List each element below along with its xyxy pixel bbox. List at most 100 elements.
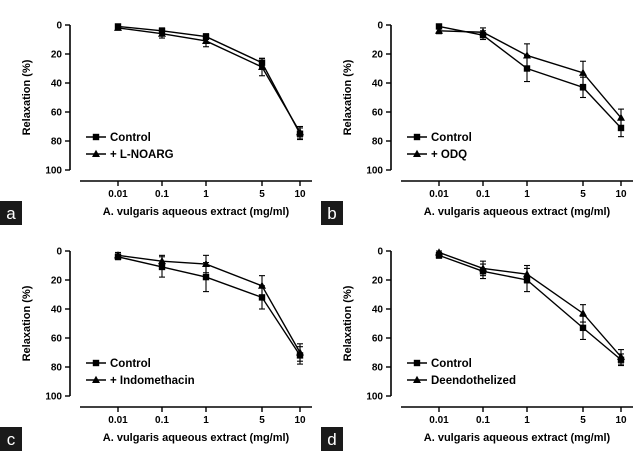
x-tick-label: 0.01 [429, 189, 449, 200]
y-tick-label: 40 [372, 305, 384, 316]
y-tick-label: 0 [377, 247, 383, 258]
x-tick-label: 5 [259, 415, 265, 426]
data-point-triangle [435, 26, 443, 34]
data-point-triangle [617, 113, 625, 121]
x-axis-title: A. vulgaris aqueous extract (mg/ml) [103, 206, 290, 218]
y-tick-label: 60 [51, 108, 63, 119]
series-control [435, 251, 625, 367]
data-point-triangle [435, 248, 443, 256]
y-axis-title: Relaxation (%) [21, 59, 33, 135]
data-point-square [523, 65, 531, 72]
y-tick-label: 80 [372, 363, 384, 374]
panel-letter-badge: d [321, 427, 343, 451]
x-tick-label: 1 [524, 415, 530, 426]
panel-letter: c [7, 430, 16, 449]
legend-item: Deendothelized [407, 375, 516, 387]
x-axis-title: A. vulgaris aqueous extract (mg/ml) [103, 432, 290, 444]
x-tick-label: 5 [580, 415, 586, 426]
legend-label: Deendothelized [431, 375, 516, 387]
x-tick-label: 0.1 [155, 189, 169, 200]
data-point-square [617, 124, 625, 132]
y-tick-label: 100 [366, 392, 383, 403]
data-point-triangle [296, 128, 304, 136]
y-tick-label: 0 [377, 21, 383, 32]
y-tick-label: 60 [372, 108, 384, 119]
series-line [117, 256, 301, 356]
chart-panel-c: 0 20 40 60 80 100 Relaxation (%) 0.01 0.1 1 5 10 A. … [0, 226, 321, 451]
series-treatment [114, 23, 304, 139]
data-point-triangle [258, 281, 266, 289]
y-tick-label: 60 [51, 334, 63, 345]
y-tick-label: 20 [372, 276, 384, 287]
y-tick-label: 80 [51, 363, 63, 374]
x-tick-label: 1 [524, 189, 530, 200]
y-tick-label: 100 [45, 392, 62, 403]
y-tick-label: 80 [372, 137, 384, 148]
x-tick-label: 0.1 [476, 415, 490, 426]
y-tick-label: 20 [51, 276, 63, 287]
y-axis-title: Relaxation (%) [21, 285, 33, 361]
data-point-triangle [258, 62, 266, 71]
data-point-triangle [579, 309, 587, 317]
data-point-triangle [523, 51, 531, 59]
data-point-triangle [202, 259, 210, 268]
panel-letter-box [321, 427, 343, 451]
panel-letter-badge: b [321, 201, 343, 225]
data-point-triangle [202, 36, 210, 44]
panel-letter-badge: c [0, 427, 22, 451]
panel-letter: b [327, 204, 336, 223]
y-axis-title: Relaxation (%) [342, 285, 354, 361]
legend-label: + ODQ [431, 149, 467, 161]
series-treatment [114, 251, 304, 362]
legend-marker-triangle [413, 149, 421, 157]
data-point-square [258, 294, 266, 301]
series-control [435, 23, 625, 138]
chart-panel-d: 0 20 40 60 80 100 Relaxation (%) 0.01 0.1 1 5 10 A. … [321, 226, 642, 451]
y-tick-label: 100 [366, 166, 383, 177]
legend-item: Control [407, 358, 472, 370]
series-line [438, 254, 622, 361]
legend-marker-triangle [92, 149, 100, 157]
data-point-triangle [158, 29, 166, 37]
y-tick-label: 20 [51, 50, 63, 61]
legend-marker-triangle [92, 375, 100, 383]
legend-label: Control [431, 358, 472, 370]
x-tick-label: 10 [294, 415, 306, 426]
y-tick-label: 0 [56, 247, 62, 258]
legend-item: Control [86, 132, 151, 144]
series-line [438, 25, 622, 129]
data-point-square [579, 324, 587, 332]
y-tick-label: 40 [372, 79, 384, 90]
legend-item: + L-NOARG [86, 149, 174, 161]
chart-svg-b: 0 20 40 60 80 100 Relaxation (%) 0.01 0.1 1 5 10 A. … [321, 21, 633, 225]
panel-letter-box [0, 201, 22, 225]
legend-label: Control [431, 132, 472, 144]
y-tick-label: 40 [51, 79, 63, 90]
y-tick-label: 40 [51, 305, 63, 316]
legend-item: Control [86, 358, 151, 370]
data-point-square [435, 23, 443, 30]
data-point-triangle [479, 28, 487, 36]
legend-marker-square [92, 359, 100, 367]
x-tick-label: 0.01 [108, 189, 128, 200]
data-point-triangle [158, 256, 166, 265]
legend-label: Control [110, 132, 151, 144]
data-point-triangle [579, 68, 587, 76]
legend-marker-square [413, 359, 421, 367]
legend-item: + Indomethacin [86, 375, 195, 387]
data-point-square [202, 273, 210, 281]
y-axis-title: Relaxation (%) [342, 59, 354, 135]
legend-label: Control [110, 358, 151, 370]
x-tick-label: 1 [203, 415, 209, 426]
x-tick-label: 0.01 [429, 415, 449, 426]
x-tick-label: 10 [615, 415, 627, 426]
chart-svg-a: 0 20 40 60 80 100 Relaxation (%) 0.01 0.1 1 5 10 A. … [0, 21, 312, 225]
x-tick-label: 0.01 [108, 415, 128, 426]
panel-letter: d [327, 430, 336, 449]
panel-letter-box [321, 201, 343, 225]
data-point-triangle [479, 264, 487, 272]
chart-svg-c: 0 20 40 60 80 100 Relaxation (%) 0.01 0.1 1 5 10 A. … [0, 247, 312, 451]
y-tick-label: 100 [45, 166, 62, 177]
x-tick-label: 1 [203, 189, 209, 200]
